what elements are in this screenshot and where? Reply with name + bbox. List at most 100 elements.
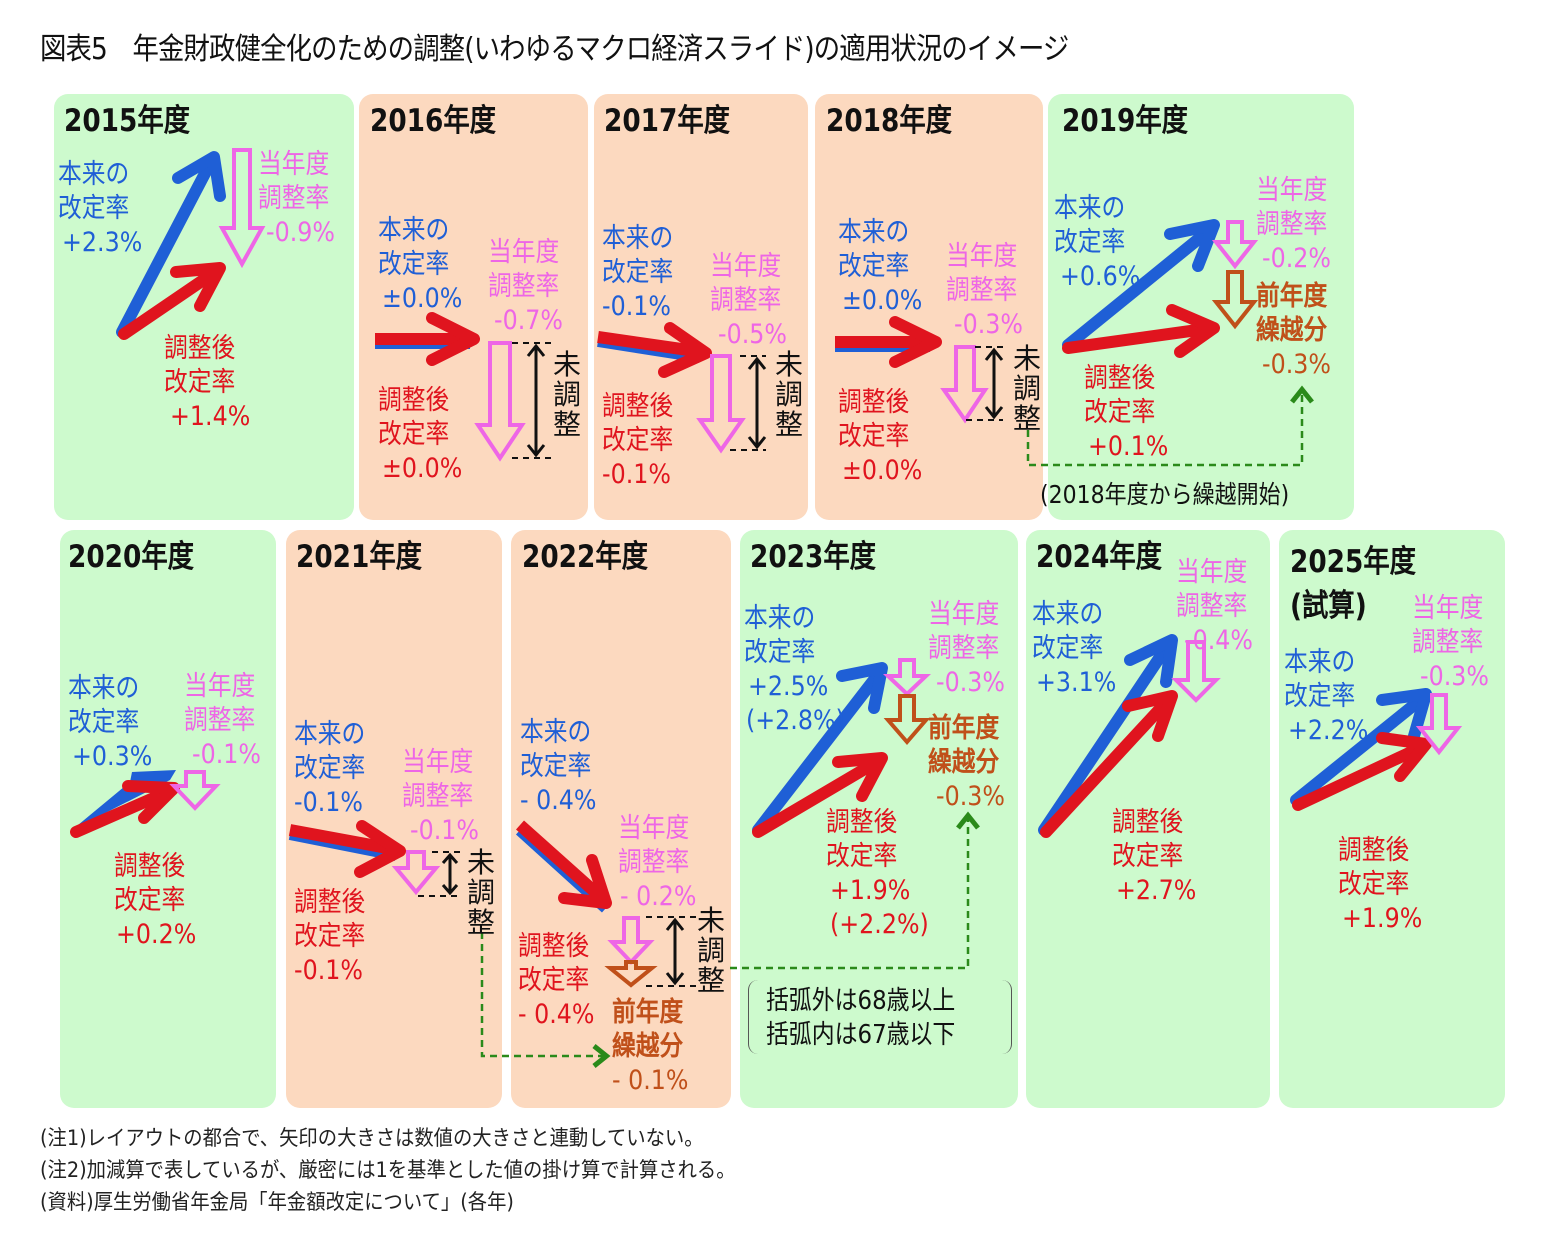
honrai-value: ±0.0% <box>842 285 923 316</box>
panel-title-2023: 2023年度 <box>750 539 877 575</box>
panel-title-2020: 2020年度 <box>68 539 195 575</box>
panel-2025 <box>1279 530 1505 1108</box>
tonendo-value: -0.1% <box>410 815 479 846</box>
michosei-label: 未 調 整 <box>552 348 581 441</box>
age-bracket-note-box <box>748 980 1012 1054</box>
honrai-value-under67: (+2.8%) <box>746 705 845 736</box>
tonendo-value: - 0.2% <box>620 881 697 912</box>
michosei-label: 未 調 整 <box>1012 342 1041 435</box>
chosei-go-label: 調整後 改定率 <box>378 385 450 450</box>
honrai-label: 本来の 改定率 <box>378 215 450 280</box>
chosei-go-value: +1.9% <box>830 875 911 906</box>
tonendo-label: 当年度 調整率 <box>258 149 330 214</box>
honrai-label: 本来の 改定率 <box>1032 599 1104 664</box>
panel-title-2019: 2019年度 <box>1062 103 1189 139</box>
source-note: (資料)厚生労働省年金局「年金額改定について」(各年) <box>40 1190 514 1214</box>
chosei-go-value: -0.1% <box>294 955 363 986</box>
tonendo-label: 当年度 調整率 <box>402 747 474 812</box>
honrai-label: 本来の 改定率 <box>58 159 130 224</box>
footnote-1: (注1)レイアウトの都合で、矢印の大きさは数値の大きさと連動していない。 <box>40 1126 704 1150</box>
chosei-go-value: ±0.0% <box>382 453 463 484</box>
panel-title-2015: 2015年度 <box>64 103 191 139</box>
chosei-go-label: 調整後 改定率 <box>602 391 674 456</box>
tonendo-label: 当年度 調整率 <box>488 237 560 302</box>
zennendo-label: 前年度 繰越分 <box>1256 281 1328 346</box>
panel-title-2018: 2018年度 <box>826 103 953 139</box>
footnote-2: (注2)加減算で表しているが、厳密には1を基準とした値の掛け算で計算される。 <box>40 1158 736 1182</box>
honrai-label: 本来の 改定率 <box>294 719 366 784</box>
figure-title: 図表5 年金財政健全化のための調整(いわゆるマクロ経済スライド)の適用状況のイメ… <box>40 32 1069 67</box>
panel-title-2025: 2025年度 (試算) <box>1290 544 1417 624</box>
age-bracket-note: 括弧外は68歳以上 括弧内は67歳以下 <box>766 986 956 1050</box>
michosei-label: 未 調 整 <box>466 846 495 939</box>
chosei-go-value: -0.1% <box>602 459 671 490</box>
zennendo-value: - 0.1% <box>612 1065 689 1096</box>
honrai-value: +2.2% <box>1288 715 1369 746</box>
zennendo-label: 前年度 繰越分 <box>612 997 684 1062</box>
chosei-go-label: 調整後 改定率 <box>294 887 366 952</box>
zennendo-value: -0.3% <box>936 781 1005 812</box>
chosei-go-value: +0.2% <box>116 919 197 950</box>
chosei-go-value: +2.7% <box>1116 875 1197 906</box>
zennendo-value: -0.3% <box>1262 349 1331 380</box>
chosei-go-value: +1.4% <box>170 401 251 432</box>
honrai-value: -0.1% <box>602 291 671 322</box>
tonendo-value: -0.3% <box>1420 661 1489 692</box>
tonendo-value: -0.7% <box>494 305 563 336</box>
honrai-value: ±0.0% <box>382 283 463 314</box>
tonendo-value: -0.4% <box>1184 625 1253 656</box>
honrai-label: 本来の 改定率 <box>744 603 816 668</box>
honrai-value: +2.3% <box>62 227 143 258</box>
chosei-go-value: - 0.4% <box>518 999 595 1030</box>
honrai-label: 本来の 改定率 <box>602 223 674 288</box>
michosei-label: 未 調 整 <box>696 904 725 997</box>
honrai-value: +3.1% <box>1036 667 1117 698</box>
honrai-label: 本来の 改定率 <box>1054 193 1126 258</box>
tonendo-label: 当年度 調整率 <box>710 251 782 316</box>
tonendo-value: -0.3% <box>954 309 1023 340</box>
honrai-label: 本来の 改定率 <box>520 717 592 782</box>
panel-2021 <box>286 530 502 1108</box>
chosei-go-label: 調整後 改定率 <box>1112 807 1184 872</box>
chosei-go-value: +0.1% <box>1088 431 1169 462</box>
panel-2018 <box>815 94 1043 520</box>
panel-title-2022: 2022年度 <box>522 539 649 575</box>
chosei-go-label: 調整後 改定率 <box>838 387 910 452</box>
tonendo-label: 当年度 調整率 <box>946 241 1018 306</box>
chosei-go-value: ±0.0% <box>842 455 923 486</box>
tonendo-value: -0.5% <box>718 319 787 350</box>
tonendo-label: 当年度 調整率 <box>618 813 690 878</box>
panel-2016 <box>359 94 588 520</box>
honrai-value: -0.1% <box>294 787 363 818</box>
honrai-value: +0.3% <box>72 741 153 772</box>
panel-title-2024: 2024年度 <box>1036 539 1163 575</box>
chosei-go-label: 調整後 改定率 <box>114 851 186 916</box>
chosei-go-value: +1.9% <box>1342 903 1423 934</box>
panel-title-2017: 2017年度 <box>604 103 731 139</box>
tonendo-label: 当年度 調整率 <box>1412 593 1484 658</box>
honrai-label: 本来の 改定率 <box>68 673 140 738</box>
chosei-go-value-under67: (+2.2%) <box>830 909 929 940</box>
chosei-go-label: 調整後 改定率 <box>1338 835 1410 900</box>
chosei-go-label: 調整後 改定率 <box>164 333 236 398</box>
panel-2020 <box>60 530 276 1108</box>
honrai-value: - 0.4% <box>520 785 597 816</box>
panel-title-2021: 2021年度 <box>296 539 423 575</box>
chosei-go-label: 調整後 改定率 <box>826 807 898 872</box>
honrai-value: +0.6% <box>1060 261 1141 292</box>
honrai-label: 本来の 改定率 <box>1284 647 1356 712</box>
carryover-start-note: (2018年度から繰越開始) <box>1040 480 1290 509</box>
tonendo-value: -0.2% <box>1262 243 1331 274</box>
chosei-go-label: 調整後 改定率 <box>518 931 590 996</box>
tonendo-value: -0.9% <box>266 217 335 248</box>
tonendo-label: 当年度 調整率 <box>184 671 256 736</box>
michosei-label: 未 調 整 <box>774 348 803 441</box>
panel-title-2016: 2016年度 <box>370 103 497 139</box>
tonendo-value: -0.1% <box>192 739 261 770</box>
tonendo-label: 当年度 調整率 <box>1176 557 1248 622</box>
tonendo-value: -0.3% <box>936 667 1005 698</box>
honrai-label: 本来の 改定率 <box>838 217 910 282</box>
zennendo-label: 前年度 繰越分 <box>928 713 1000 778</box>
tonendo-label: 当年度 調整率 <box>1256 175 1328 240</box>
chosei-go-label: 調整後 改定率 <box>1084 363 1156 428</box>
